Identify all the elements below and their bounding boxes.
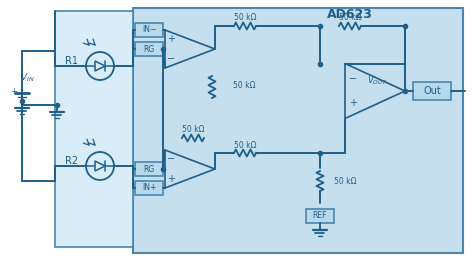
FancyBboxPatch shape — [135, 181, 163, 195]
Polygon shape — [165, 30, 215, 68]
FancyBboxPatch shape — [413, 82, 451, 100]
Text: 50 kΩ: 50 kΩ — [334, 176, 356, 186]
Text: +: + — [10, 86, 18, 96]
Text: 50 kΩ: 50 kΩ — [339, 14, 361, 22]
Text: $V_{IN}$: $V_{IN}$ — [20, 72, 35, 84]
Polygon shape — [345, 63, 405, 118]
Text: REF: REF — [313, 211, 327, 221]
Text: Out: Out — [423, 86, 441, 96]
Text: RG: RG — [143, 44, 155, 54]
FancyBboxPatch shape — [306, 209, 334, 223]
Text: −: − — [167, 154, 175, 164]
Text: AD623: AD623 — [327, 8, 373, 21]
Text: 50 kΩ: 50 kΩ — [234, 140, 256, 150]
Text: RG: RG — [143, 164, 155, 174]
FancyBboxPatch shape — [55, 11, 133, 247]
FancyBboxPatch shape — [135, 162, 163, 176]
Text: +: + — [167, 34, 175, 44]
Text: $V_{OUT}$: $V_{OUT}$ — [367, 75, 387, 87]
FancyBboxPatch shape — [135, 42, 163, 56]
Text: IN+: IN+ — [142, 183, 156, 193]
Text: 50 kΩ: 50 kΩ — [233, 81, 255, 91]
Text: R1: R1 — [65, 56, 79, 66]
Text: 50 kΩ: 50 kΩ — [234, 14, 256, 22]
Text: +: + — [167, 174, 175, 184]
Text: +: + — [349, 98, 357, 108]
Polygon shape — [165, 150, 215, 188]
Text: −: − — [167, 54, 175, 64]
FancyBboxPatch shape — [135, 23, 163, 37]
Text: 50 kΩ: 50 kΩ — [182, 126, 204, 134]
FancyBboxPatch shape — [133, 8, 463, 253]
Text: R2: R2 — [65, 156, 79, 166]
Text: IN−: IN− — [142, 26, 156, 34]
Text: −: − — [349, 74, 357, 84]
